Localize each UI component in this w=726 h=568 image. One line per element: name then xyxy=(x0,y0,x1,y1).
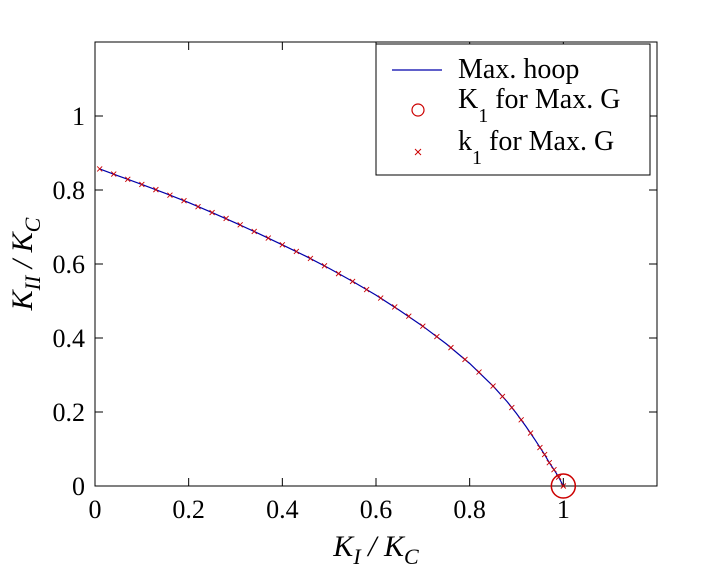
cross-marker xyxy=(420,323,426,329)
x-tick-label: 0.6 xyxy=(360,495,393,524)
cross-marker xyxy=(321,263,328,269)
cross-marker xyxy=(490,383,496,389)
legend-entry-K1: K1 for Max. G xyxy=(458,84,620,127)
y-axis-label: KII / KC xyxy=(6,217,45,311)
axis-ticks: 0 0.2 0.4 0.6 0.8 1 0 0.2 0.4 0.6 0.8 1 xyxy=(53,42,657,524)
cross-marker xyxy=(279,241,286,248)
cross-marker xyxy=(181,197,187,204)
legend-entry-max-hoop: Max. hoop xyxy=(458,54,579,85)
cross-marker xyxy=(349,278,356,285)
y-tick-label: 1 xyxy=(72,102,85,131)
cross-marker xyxy=(195,203,201,210)
x-tick-label: 1 xyxy=(557,495,570,524)
cross-marker xyxy=(237,221,244,228)
cross-marker xyxy=(551,466,557,473)
cross-marker xyxy=(307,255,314,262)
cross-marker xyxy=(541,451,548,458)
y-tick-label: 0.4 xyxy=(53,324,86,353)
x-tick-label: 0.8 xyxy=(453,495,486,524)
cross-marker xyxy=(448,344,454,351)
cross-marker xyxy=(546,459,553,466)
y-tick-label: 0 xyxy=(72,472,85,501)
cross-marker xyxy=(363,286,370,293)
series-layer xyxy=(96,166,577,499)
legend-entry-k1: k1 for Max. G xyxy=(458,126,614,169)
y-tick-label: 0.2 xyxy=(53,398,86,427)
cross-marker xyxy=(537,444,543,451)
cross-marker xyxy=(124,176,131,183)
cross-marker xyxy=(110,171,117,177)
cross-marker xyxy=(391,304,398,310)
x-tick-label: 0 xyxy=(89,495,102,524)
cross-marker xyxy=(508,404,515,411)
x-axis-label: KI / KC xyxy=(332,530,419,568)
legend-circle-swatch xyxy=(411,103,425,117)
cross-marker xyxy=(527,430,534,436)
legend: Max. hoop K1 for Max. G k1 for Max. G xyxy=(375,43,651,176)
x-tick-label: 0.2 xyxy=(172,495,205,524)
cross-marker xyxy=(462,356,468,363)
cross-marker xyxy=(499,393,506,400)
y-tick-label: 0.8 xyxy=(53,176,86,205)
cross-marker xyxy=(139,181,145,188)
cross-marker xyxy=(518,416,525,423)
cross-marker xyxy=(251,228,258,235)
x-tick-label: 0.4 xyxy=(266,495,299,524)
cross-marker xyxy=(560,483,567,489)
cross-marker xyxy=(293,248,300,255)
cross-marker xyxy=(476,369,482,375)
cross-marker xyxy=(153,186,159,193)
legend-cross-swatch xyxy=(414,148,422,156)
cross-marker xyxy=(265,235,272,241)
cross-marker xyxy=(405,313,412,319)
cross-marker xyxy=(434,333,440,340)
cross-marker xyxy=(223,215,229,222)
cross-marker xyxy=(335,270,342,277)
cross-marker xyxy=(167,192,173,198)
cross-marker xyxy=(209,209,215,216)
cross-marker xyxy=(377,295,384,301)
y-tick-label: 0.6 xyxy=(53,250,86,279)
circle-marker xyxy=(550,473,577,499)
legend-box xyxy=(375,43,651,176)
cross-marker xyxy=(96,166,103,172)
